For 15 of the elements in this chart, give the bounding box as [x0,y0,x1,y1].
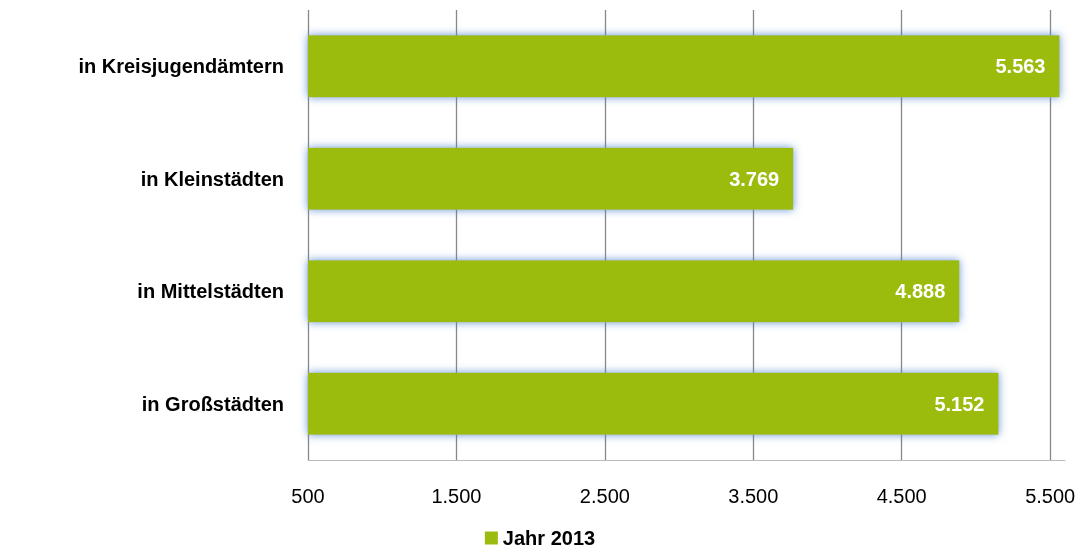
y-tick-label: in Kleinstädten [140,167,284,190]
x-tick-label: 3.500 [728,485,779,507]
x-tick-label: 1.500 [431,485,482,507]
legend-label: Jahr 2013 [502,527,596,549]
x-tick-label: 4.500 [876,485,927,507]
y-tick-label: in Mittelstädten [137,280,284,303]
y-tick-label: in Großstädten [141,392,284,415]
data-label: 5.152 [934,392,985,415]
data-label: 4.888 [895,280,946,303]
x-tick-label: 500 [291,485,325,507]
y-tick-label: in Kreisjugendämtern [78,55,284,78]
x-tick-label: 5.500 [1025,485,1076,507]
data-label: 5.563 [995,55,1046,78]
x-tick-label: 2.500 [579,485,630,507]
data-label: 3.769 [729,167,780,190]
